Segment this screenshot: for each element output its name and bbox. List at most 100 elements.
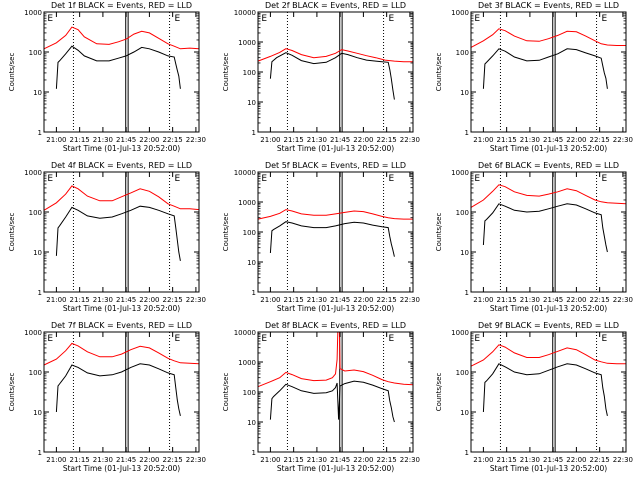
panel-title: Det 2f BLACK = Events, RED = LLD bbox=[265, 1, 406, 10]
x-tick-label: 22:00 bbox=[353, 456, 373, 464]
x-tick-label: 21:15 bbox=[497, 456, 517, 464]
y-axis-label: Counts/sec bbox=[222, 213, 230, 252]
x-tick-label: 21:30 bbox=[93, 456, 113, 464]
y-tick-label: 1000 bbox=[24, 9, 42, 17]
y-tick-label: 100 bbox=[29, 209, 42, 217]
annotation-e: E bbox=[174, 14, 180, 24]
x-tick-label: 22:30 bbox=[400, 136, 420, 144]
series-black-line bbox=[269, 221, 395, 257]
plot-frame bbox=[257, 171, 414, 293]
panel-title: Det 8f BLACK = Events, RED = LLD bbox=[265, 321, 406, 330]
x-tick-label: 21:45 bbox=[330, 136, 350, 144]
x-tick-label: 21:15 bbox=[70, 136, 90, 144]
x-tick-label: 21:00 bbox=[46, 456, 66, 464]
x-tick-label: 21:30 bbox=[307, 296, 327, 304]
x-tick-label: 21:30 bbox=[93, 296, 113, 304]
series-black-line bbox=[482, 203, 608, 253]
annotation-e: E bbox=[388, 14, 394, 24]
series-black-line bbox=[55, 45, 181, 89]
series-black-line bbox=[482, 363, 608, 417]
panel-title: Det 9f BLACK = Events, RED = LLD bbox=[478, 321, 619, 330]
x-tick-label: 22:30 bbox=[613, 296, 633, 304]
y-tick-label: 100 bbox=[243, 389, 256, 397]
y-tick-label: 1000 bbox=[238, 359, 256, 367]
x-tick-label: 21:45 bbox=[330, 296, 350, 304]
y-tick-label: 10 bbox=[460, 409, 469, 417]
annotation-e: E bbox=[474, 14, 480, 24]
y-tick-label: 1 bbox=[465, 289, 469, 297]
x-tick-label: 22:15 bbox=[163, 456, 183, 464]
series-black-line bbox=[482, 48, 608, 89]
panel-title: Det 5f BLACK = Events, RED = LLD bbox=[265, 161, 406, 170]
series-black-line bbox=[269, 380, 395, 423]
x-tick-label: 21:30 bbox=[93, 136, 113, 144]
x-tick-label: 22:15 bbox=[377, 296, 397, 304]
y-axis-label: Counts/sec bbox=[8, 53, 16, 92]
y-axis-label: Counts/sec bbox=[222, 373, 230, 412]
annotation-e: E bbox=[388, 334, 394, 344]
x-tick-label: 21:30 bbox=[307, 136, 327, 144]
series-red-line bbox=[257, 48, 413, 63]
x-tick-label: 21:30 bbox=[520, 136, 540, 144]
y-axis-label: Counts/sec bbox=[435, 53, 443, 92]
panel-8: Det 8f BLACK = Events, RED = LLD E E 1 10 100… bbox=[222, 321, 420, 473]
plot-frame bbox=[470, 331, 627, 453]
x-tick-label: 21:15 bbox=[497, 296, 517, 304]
annotation-e: E bbox=[474, 174, 480, 184]
x-tick-label: 22:30 bbox=[186, 136, 206, 144]
annotation-e: E bbox=[261, 174, 267, 184]
series-red-line bbox=[43, 342, 200, 366]
x-tick-label: 22:30 bbox=[613, 136, 633, 144]
series-red-line bbox=[470, 28, 626, 48]
series-red-line bbox=[257, 209, 413, 220]
panel-1: Det 1f BLACK = Events, RED = LLD E E 1 10 100… bbox=[8, 1, 206, 153]
panel-title: Det 3f BLACK = Events, RED = LLD bbox=[478, 1, 619, 10]
y-tick-label: 10 bbox=[247, 419, 256, 427]
y-tick-label: 100 bbox=[29, 369, 42, 377]
x-tick-label: 21:30 bbox=[520, 456, 540, 464]
x-tick-label: 22:00 bbox=[566, 136, 586, 144]
series-black-line bbox=[55, 205, 181, 261]
y-tick-label: 10 bbox=[33, 249, 42, 257]
x-axis-label: Start Time (01-Jul-13 20:52:00) bbox=[490, 464, 607, 473]
x-tick-label: 22:00 bbox=[139, 296, 159, 304]
x-axis-label: Start Time (01-Jul-13 20:52:00) bbox=[63, 304, 180, 313]
y-tick-label: 1000 bbox=[24, 169, 42, 177]
x-tick-label: 22:30 bbox=[186, 296, 206, 304]
x-axis-label: Start Time (01-Jul-13 20:52:00) bbox=[63, 144, 180, 153]
y-tick-label: 10 bbox=[460, 89, 469, 97]
x-tick-label: 21:45 bbox=[543, 296, 563, 304]
annotation-e: E bbox=[47, 174, 53, 184]
y-tick-label: 10 bbox=[460, 249, 469, 257]
x-axis-label: Start Time (01-Jul-13 20:52:00) bbox=[63, 464, 180, 473]
x-tick-label: 22:00 bbox=[353, 136, 373, 144]
y-tick-label: 100 bbox=[456, 209, 469, 217]
y-axis-label: Counts/sec bbox=[222, 53, 230, 92]
y-axis-label: Counts/sec bbox=[8, 213, 16, 252]
plot-frame bbox=[257, 331, 414, 453]
annotation-e: E bbox=[261, 14, 267, 24]
y-tick-label: 100 bbox=[243, 229, 256, 237]
x-tick-label: 22:30 bbox=[400, 456, 420, 464]
y-tick-label: 10 bbox=[33, 89, 42, 97]
annotation-e: E bbox=[388, 174, 394, 184]
panel-title: Det 6f BLACK = Events, RED = LLD bbox=[478, 161, 619, 170]
y-tick-label: 1 bbox=[252, 129, 256, 137]
x-tick-label: 21:00 bbox=[473, 136, 493, 144]
x-tick-label: 22:00 bbox=[566, 296, 586, 304]
annotation-e: E bbox=[174, 174, 180, 184]
y-tick-label: 1 bbox=[252, 289, 256, 297]
y-tick-label: 1000 bbox=[451, 329, 469, 337]
y-tick-label: 1000 bbox=[451, 9, 469, 17]
annotation-e: E bbox=[474, 334, 480, 344]
x-tick-label: 21:00 bbox=[260, 136, 280, 144]
panel-title: Det 7f BLACK = Events, RED = LLD bbox=[51, 321, 192, 330]
y-tick-label: 10 bbox=[247, 99, 256, 107]
x-tick-label: 21:30 bbox=[520, 296, 540, 304]
plot-frame bbox=[470, 171, 627, 293]
y-tick-label: 1 bbox=[465, 449, 469, 457]
x-axis-label: Start Time (01-Jul-13 20:52:00) bbox=[277, 144, 394, 153]
panel-2: Det 2f BLACK = Events, RED = LLD E E 1 10 100… bbox=[222, 1, 420, 153]
